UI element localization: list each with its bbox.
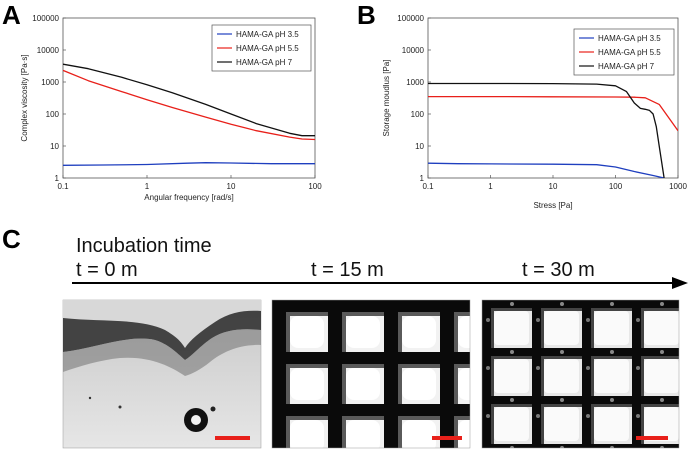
chart-b-series-line-1 [428,95,678,132]
incubation-time-title: Incubation time [76,235,212,257]
micrograph-t0-particle [118,405,122,409]
chart-a-xtick-label: 10 [227,182,236,191]
timeline-arrow-head [672,277,688,289]
chart-a-ytick-label: 10000 [37,46,60,55]
time-label-15m: t = 15 m [311,259,384,281]
panel-label-c: C [2,224,21,254]
micrograph-t0-bubble-core [191,415,201,425]
chart-a-legend-ph55: HAMA-GA pH 5.5 [236,44,299,53]
chart-a-ytick-label: 100 [46,110,60,119]
panel-label-b: B [357,0,376,30]
chart-a-ylabel: Complex viscosity [Pa·s] [20,54,29,141]
micrograph-t0-upper-region [63,300,261,348]
chart-b-ytick-label: 10 [415,142,424,151]
chart-b-xtick-label: 100 [609,182,623,191]
chart-a-frame [62,17,316,179]
chart-b-legend-ph55: HAMA-GA pH 5.5 [598,48,661,57]
chart-a-xtick-label: 1 [145,182,150,191]
panel-label-a: A [2,0,21,30]
chart-a-ytick-label: 1 [55,174,60,183]
micrograph-t0-particle [210,406,216,412]
micrograph-t0-gradient [63,329,261,376]
chart-b-ytick-label: 1 [420,174,425,183]
chart-b-ytick-label: 100000 [397,14,424,23]
chart-b-ytick-label: 100 [411,110,425,119]
chart-a-xlabel: Angular frequency [rad/s] [144,193,233,202]
scale-bar-t0 [215,436,250,440]
incubation-timeline: Incubation time t = 0 m t = 15 m t = 30 … [72,235,688,289]
micrograph-t0-gel-boundary [63,310,261,360]
chart-a-xtick-label: 0.1 [57,182,69,191]
micrograph-t30 [481,299,680,449]
chart-b-series-line-2 [428,82,665,178]
chart-b-xlabel: Stress [Pa] [533,201,572,210]
chart-b-series-line-0 [428,162,665,178]
chart-a-ytick-label: 1000 [41,78,59,87]
chart-b-ytick-label: 1000 [406,78,424,87]
chart-b-legend: HAMA-GA pH 3.5 HAMA-GA pH 5.5 HAMA-GA pH… [573,28,675,76]
chart-b-ytick-label: 10000 [402,46,425,55]
micrograph-t0 [62,299,262,449]
scale-bar-t15 [432,436,462,440]
micrograph-t30-grid [481,299,680,449]
chart-a-series-line-0 [63,162,315,166]
chart-a-legend-ph35: HAMA-GA pH 3.5 [236,30,299,39]
time-label-0m: t = 0 m [76,259,138,281]
chart-b-xtick-label: 10 [549,182,558,191]
chart-a-xtick-label: 100 [308,182,322,191]
chart-b-xtick-label: 1000 [669,182,687,191]
time-label-30m: t = 30 m [522,259,595,281]
chart-a-ytick-label: 10 [50,142,59,151]
chart-a-legend-ph7: HAMA-GA pH 7 [236,58,293,67]
chart-a-ytick-label: 100000 [32,14,59,23]
scale-bar-t30 [636,436,668,440]
chart-b-xtick-label: 0.1 [422,182,434,191]
chart-a-series-line-1 [63,69,315,141]
micrograph-t15 [271,299,471,449]
chart-b-xtick-label: 1 [488,182,493,191]
chart-b-legend-ph7: HAMA-GA pH 7 [598,62,655,71]
chart-a-series-line-2 [63,63,315,137]
chart-b-legend-ph35: HAMA-GA pH 3.5 [598,34,661,43]
chart-b-ylabel: Storage moudlus [Pa] [382,60,391,137]
micrograph-t0-particle [88,396,92,400]
chart-a-legend: HAMA-GA pH 3.5 HAMA-GA pH 5.5 HAMA-GA pH… [211,24,312,72]
micrograph-t15-grid [271,299,471,449]
